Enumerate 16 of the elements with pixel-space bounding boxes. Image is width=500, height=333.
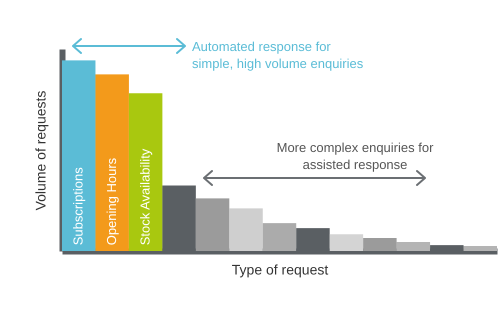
bar xyxy=(330,234,364,251)
bar xyxy=(95,74,129,251)
x-tick-label: Opening Hours xyxy=(104,157,120,246)
bar xyxy=(128,93,162,251)
annotation: Automated response for simple, high volume enquiries xyxy=(192,39,364,71)
x-tick-label: Stock Availability xyxy=(138,148,153,246)
bar xyxy=(262,223,296,251)
bar xyxy=(464,246,497,251)
bar xyxy=(229,208,263,251)
bar xyxy=(363,238,397,251)
bar xyxy=(196,198,230,251)
bar xyxy=(396,242,430,251)
x-tick-label: Subscriptions xyxy=(70,166,86,246)
annotation: More complex enquiries for assisted response xyxy=(276,140,434,172)
x-axis-title: Type of request xyxy=(232,262,328,278)
y-axis-title: Volume of requests xyxy=(32,90,48,210)
